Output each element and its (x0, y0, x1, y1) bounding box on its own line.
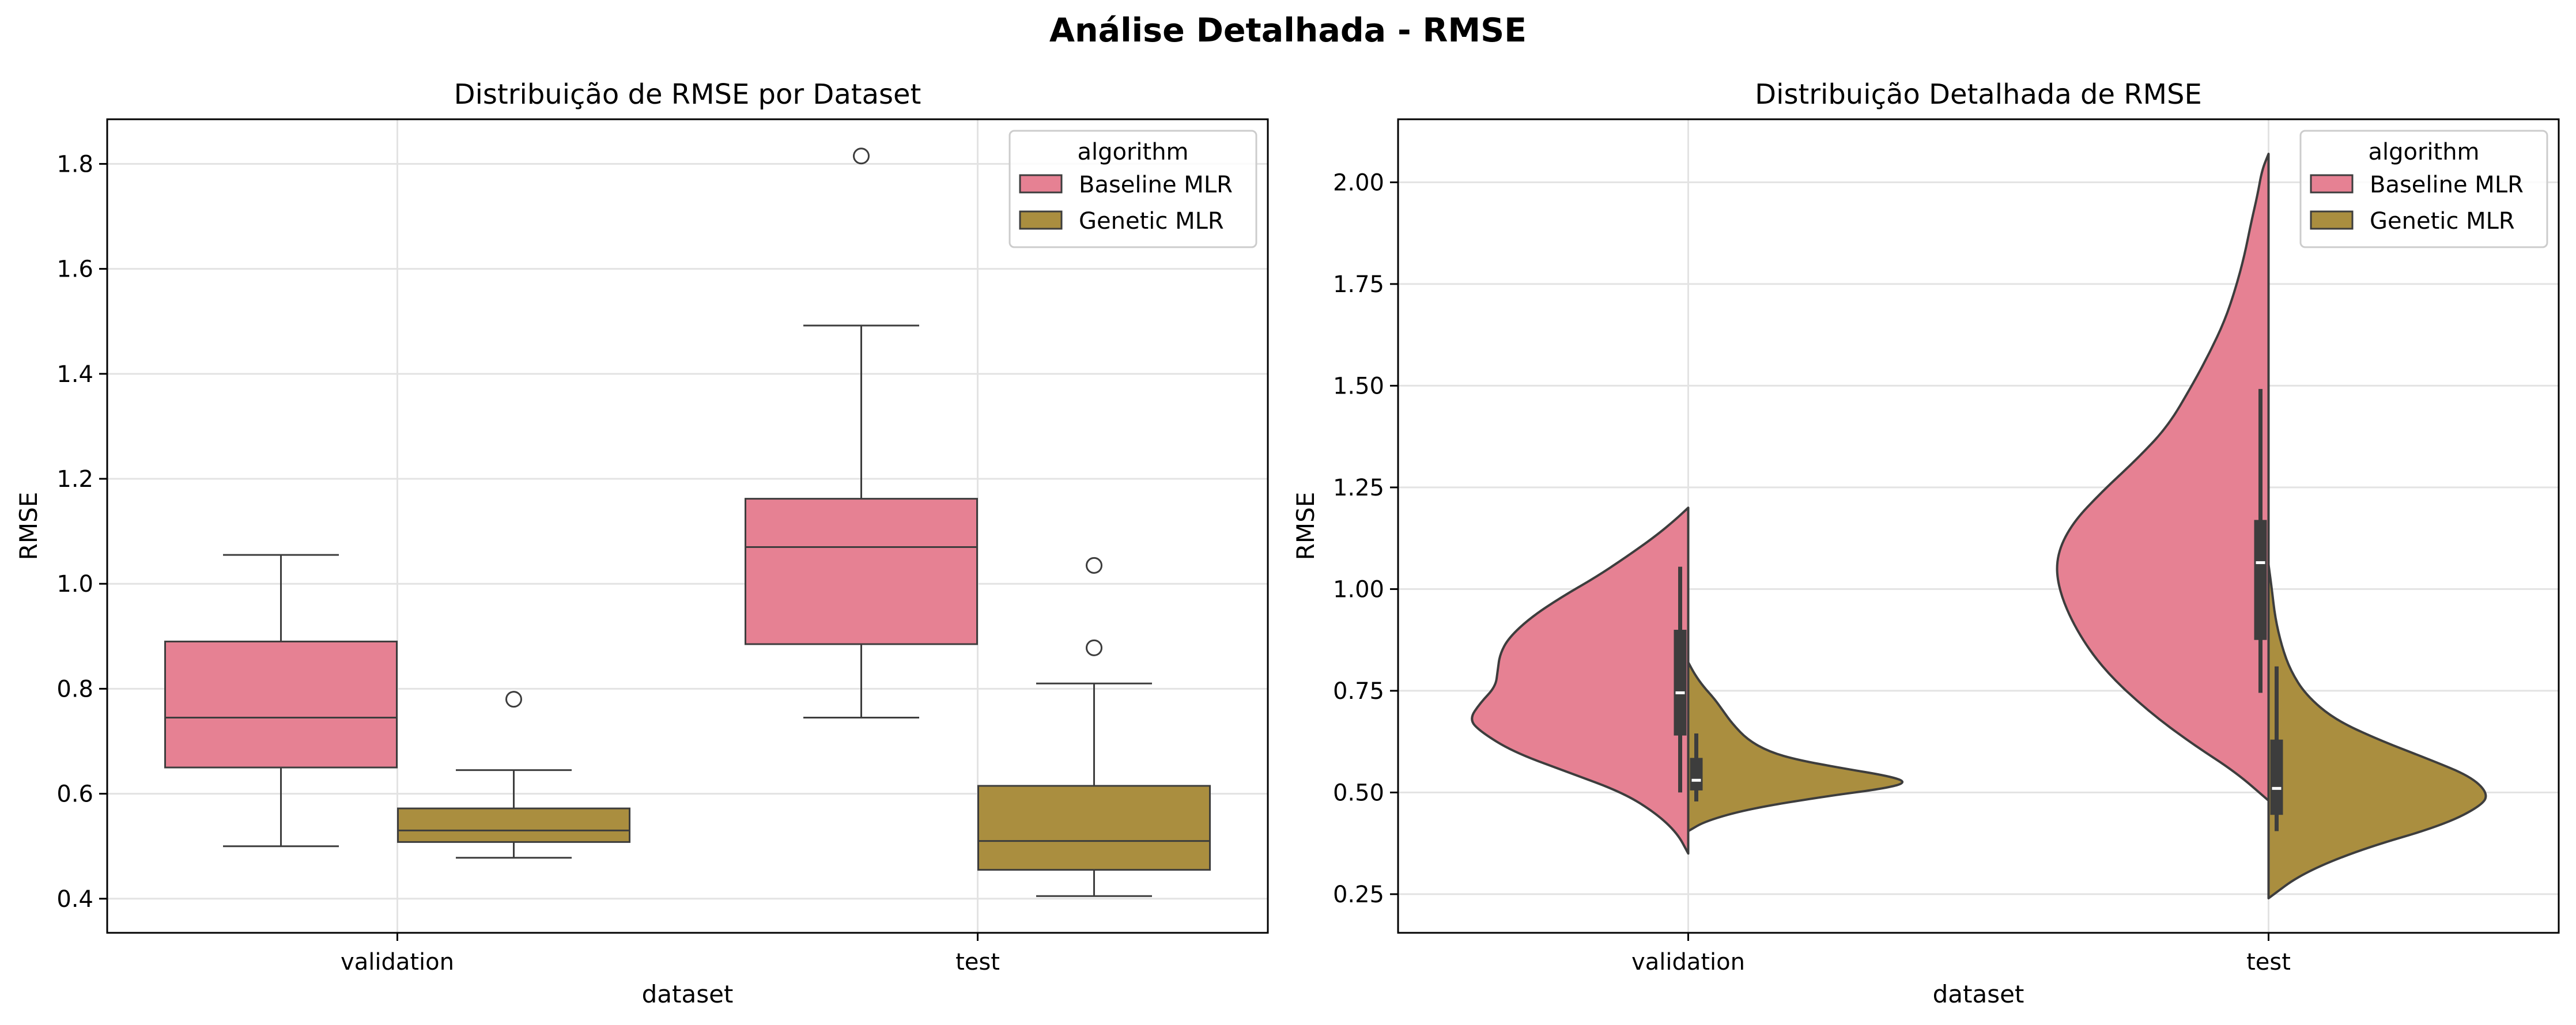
y-tick-label: 1.00 (1333, 576, 1384, 603)
violin-panel: Distribuição Detalhada de RMSE 0.250.500… (1291, 78, 2560, 1008)
y-tick-label: 0.8 (56, 676, 93, 702)
violin-title: Distribuição Detalhada de RMSE (1755, 78, 2202, 111)
boxplot-y-axis-label: RMSE (14, 492, 43, 561)
violin-marks (1471, 153, 2487, 899)
y-tick-label: 0.25 (1333, 882, 1384, 908)
violin-legend-label-genetic: Genetic MLR (2370, 208, 2515, 234)
violin-legend-frame (2299, 130, 2548, 248)
boxplot-legend-swatch-genetic (1019, 210, 1063, 230)
x-tick-label: test (955, 949, 1000, 975)
outlier-genetic-mlr-test (1086, 557, 1102, 574)
y-tick-label: 1.4 (56, 361, 93, 388)
violin-y-ticks: 0.25 0.50 0.75 1.00 1.25 1.50 1.75 2.00 (1333, 169, 1398, 908)
violin-legend: algorithm Baseline MLR Genetic MLR (2299, 130, 2548, 248)
x-tick-label: test (2246, 949, 2291, 975)
boxplot-legend-frame (1009, 130, 1257, 248)
y-tick-label: 1.2 (56, 466, 93, 493)
inner-box-genetic-mlr-validation (1690, 758, 1703, 791)
violin-baseline-mlr-test (2056, 153, 2270, 802)
y-tick-label: 1.50 (1333, 373, 1384, 399)
violin-frame (1397, 118, 2560, 934)
inner-box-baseline-mlr-test (2254, 520, 2267, 640)
outlier-genetic-mlr-validation (505, 691, 522, 708)
violin-x-ticks: validation test (1631, 933, 2291, 975)
inner-box-genetic-mlr-test (2270, 739, 2283, 815)
outlier-genetic-mlr-test (1086, 639, 1102, 656)
y-tick-label: 1.6 (56, 256, 93, 283)
violin-legend-label-baseline: Baseline MLR (2370, 172, 2524, 198)
violin-genetic-mlr-validation (1687, 661, 1903, 833)
violin-y-axis-label: RMSE (1291, 492, 1320, 561)
boxplot-legend-label-baseline: Baseline MLR (1079, 172, 1233, 198)
violin-x-axis-label: dataset (1933, 980, 2024, 1008)
violin-legend-swatch-genetic (2310, 210, 2354, 230)
boxplot-legend-title: algorithm (1077, 139, 1188, 165)
boxplot-legend-label-genetic: Genetic MLR (1079, 208, 1224, 234)
y-tick-label: 1.75 (1333, 271, 1384, 298)
boxplot-y-ticks: 0.4 0.6 0.8 1.0 1.2 1.4 1.6 1.8 (56, 151, 107, 913)
figure-title: Análise Detalhada - RMSE (1049, 12, 1527, 50)
boxplot-x-axis-label: dataset (642, 980, 734, 1008)
y-tick-label: 0.50 (1333, 780, 1384, 806)
boxplot-x-ticks: validation test (341, 933, 1000, 975)
x-tick-label: validation (1631, 949, 1745, 975)
boxplot-marks (164, 147, 1211, 897)
boxplot-title: Distribuição de RMSE por Dataset (454, 78, 921, 111)
x-tick-label: validation (341, 949, 454, 975)
violin-baseline-mlr-validation (1471, 506, 1690, 855)
violin-legend-title: algorithm (2368, 139, 2479, 165)
box-genetic-mlr-validation (397, 807, 630, 843)
boxplot-frame (106, 118, 1269, 934)
box-genetic-mlr-test (977, 785, 1211, 871)
inner-box-baseline-mlr-validation (1674, 630, 1687, 736)
y-tick-label: 0.4 (56, 886, 93, 913)
y-tick-label: 1.25 (1333, 475, 1384, 501)
violin-legend-swatch-baseline (2310, 174, 2354, 194)
boxplot-legend: algorithm Baseline MLR Genetic MLR (1009, 130, 1257, 248)
box-baseline-mlr-test (745, 498, 978, 645)
outlier-baseline-mlr-test (853, 147, 870, 165)
violin-genetic-mlr-test (2267, 563, 2487, 899)
boxplot-panel: Distribuição de RMSE por Dataset 0.40.60… (14, 78, 1269, 1008)
boxplot-legend-swatch-baseline (1019, 174, 1063, 194)
box-baseline-mlr-validation (164, 640, 398, 769)
y-tick-label: 1.8 (56, 151, 93, 177)
y-tick-label: 0.6 (56, 781, 93, 808)
y-tick-label: 0.75 (1333, 678, 1384, 705)
y-tick-label: 1.0 (56, 571, 93, 597)
y-tick-label: 2.00 (1333, 169, 1384, 196)
